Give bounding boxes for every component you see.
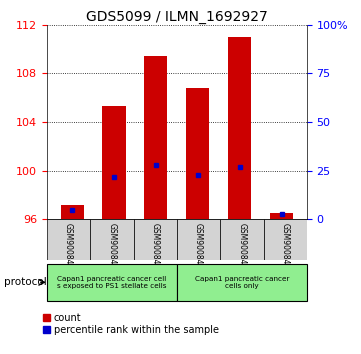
Text: GSM900842: GSM900842 xyxy=(64,223,73,269)
Bar xyxy=(177,219,220,260)
Legend: count, percentile rank within the sample: count, percentile rank within the sample xyxy=(39,309,223,339)
Title: GDS5099 / ILMN_1692927: GDS5099 / ILMN_1692927 xyxy=(86,10,268,24)
Bar xyxy=(61,205,84,219)
Text: GSM900845: GSM900845 xyxy=(194,223,203,269)
Bar xyxy=(177,264,307,301)
Bar xyxy=(220,219,264,260)
Bar xyxy=(103,106,126,219)
Text: GSM900843: GSM900843 xyxy=(108,223,116,269)
Bar xyxy=(47,219,90,260)
Bar xyxy=(90,219,134,260)
Text: GSM900846: GSM900846 xyxy=(238,223,246,269)
Text: GSM900847: GSM900847 xyxy=(281,223,290,269)
Text: GSM900844: GSM900844 xyxy=(151,223,160,269)
Bar xyxy=(228,37,251,219)
Bar xyxy=(186,88,209,219)
Bar xyxy=(47,264,177,301)
Bar xyxy=(264,219,307,260)
Bar xyxy=(144,56,168,219)
Bar xyxy=(134,219,177,260)
Bar xyxy=(270,213,293,219)
Text: Capan1 pancreatic cancer cell
s exposed to PS1 stellate cells: Capan1 pancreatic cancer cell s exposed … xyxy=(57,276,167,289)
Text: Capan1 pancreatic cancer
cells only: Capan1 pancreatic cancer cells only xyxy=(195,276,289,289)
Text: protocol: protocol xyxy=(4,277,46,287)
